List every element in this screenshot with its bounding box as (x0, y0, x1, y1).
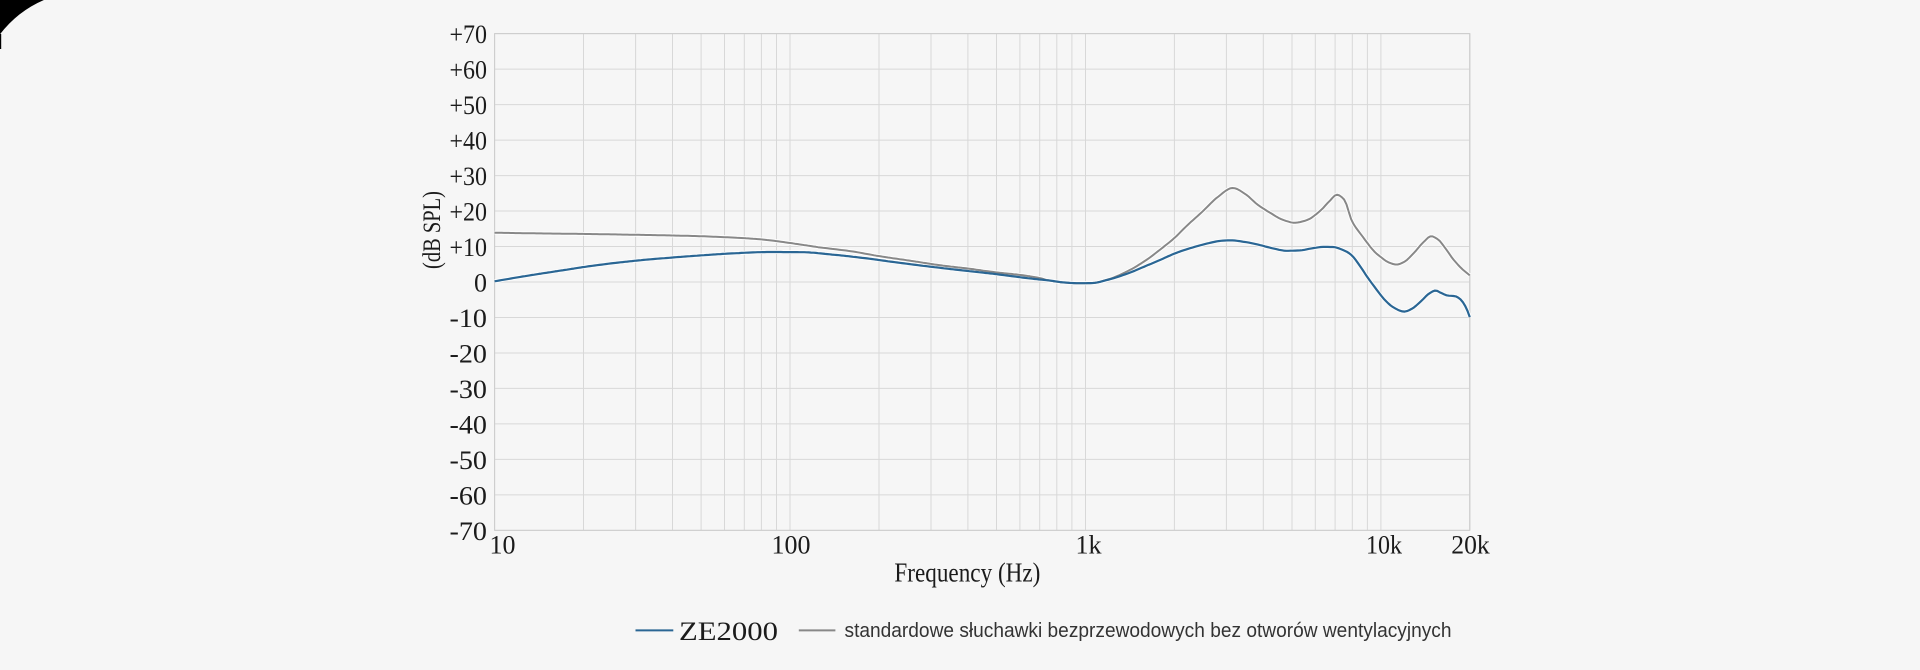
svg-text:+30: +30 (450, 162, 488, 191)
svg-text:-70: -70 (450, 517, 488, 546)
svg-text:+40: +40 (450, 127, 488, 156)
svg-text:-20: -20 (450, 340, 488, 369)
svg-text:+60: +60 (450, 56, 488, 85)
svg-text:+50: +50 (450, 91, 488, 120)
svg-text:ZE2000: ZE2000 (679, 617, 778, 646)
svg-text:+20: +20 (450, 198, 488, 227)
svg-text:10: 10 (490, 531, 516, 560)
svg-text:-50: -50 (450, 446, 488, 475)
svg-text:-30: -30 (450, 375, 488, 404)
svg-text:20k: 20k (1451, 531, 1490, 560)
svg-text:1k: 1k (1076, 531, 1102, 560)
svg-text:Frequency (Hz): Frequency (Hz) (894, 557, 1040, 587)
svg-text:100: 100 (772, 531, 811, 560)
svg-text:-60: -60 (450, 481, 488, 510)
svg-text:standardowe słuchawki bezprzew: standardowe słuchawki bezprzewodowych be… (845, 620, 1452, 642)
svg-text:+70: +70 (450, 20, 488, 49)
svg-text:10k: 10k (1366, 531, 1402, 560)
svg-text:(dB SPL): (dB SPL) (419, 191, 446, 269)
svg-text:-40: -40 (450, 410, 488, 439)
svg-text:+10: +10 (450, 233, 488, 262)
svg-text:-10: -10 (450, 304, 488, 333)
svg-text:0: 0 (474, 269, 487, 298)
